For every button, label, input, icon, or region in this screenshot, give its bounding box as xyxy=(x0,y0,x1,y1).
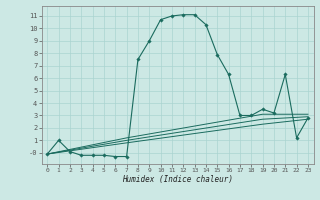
X-axis label: Humidex (Indice chaleur): Humidex (Indice chaleur) xyxy=(122,175,233,184)
